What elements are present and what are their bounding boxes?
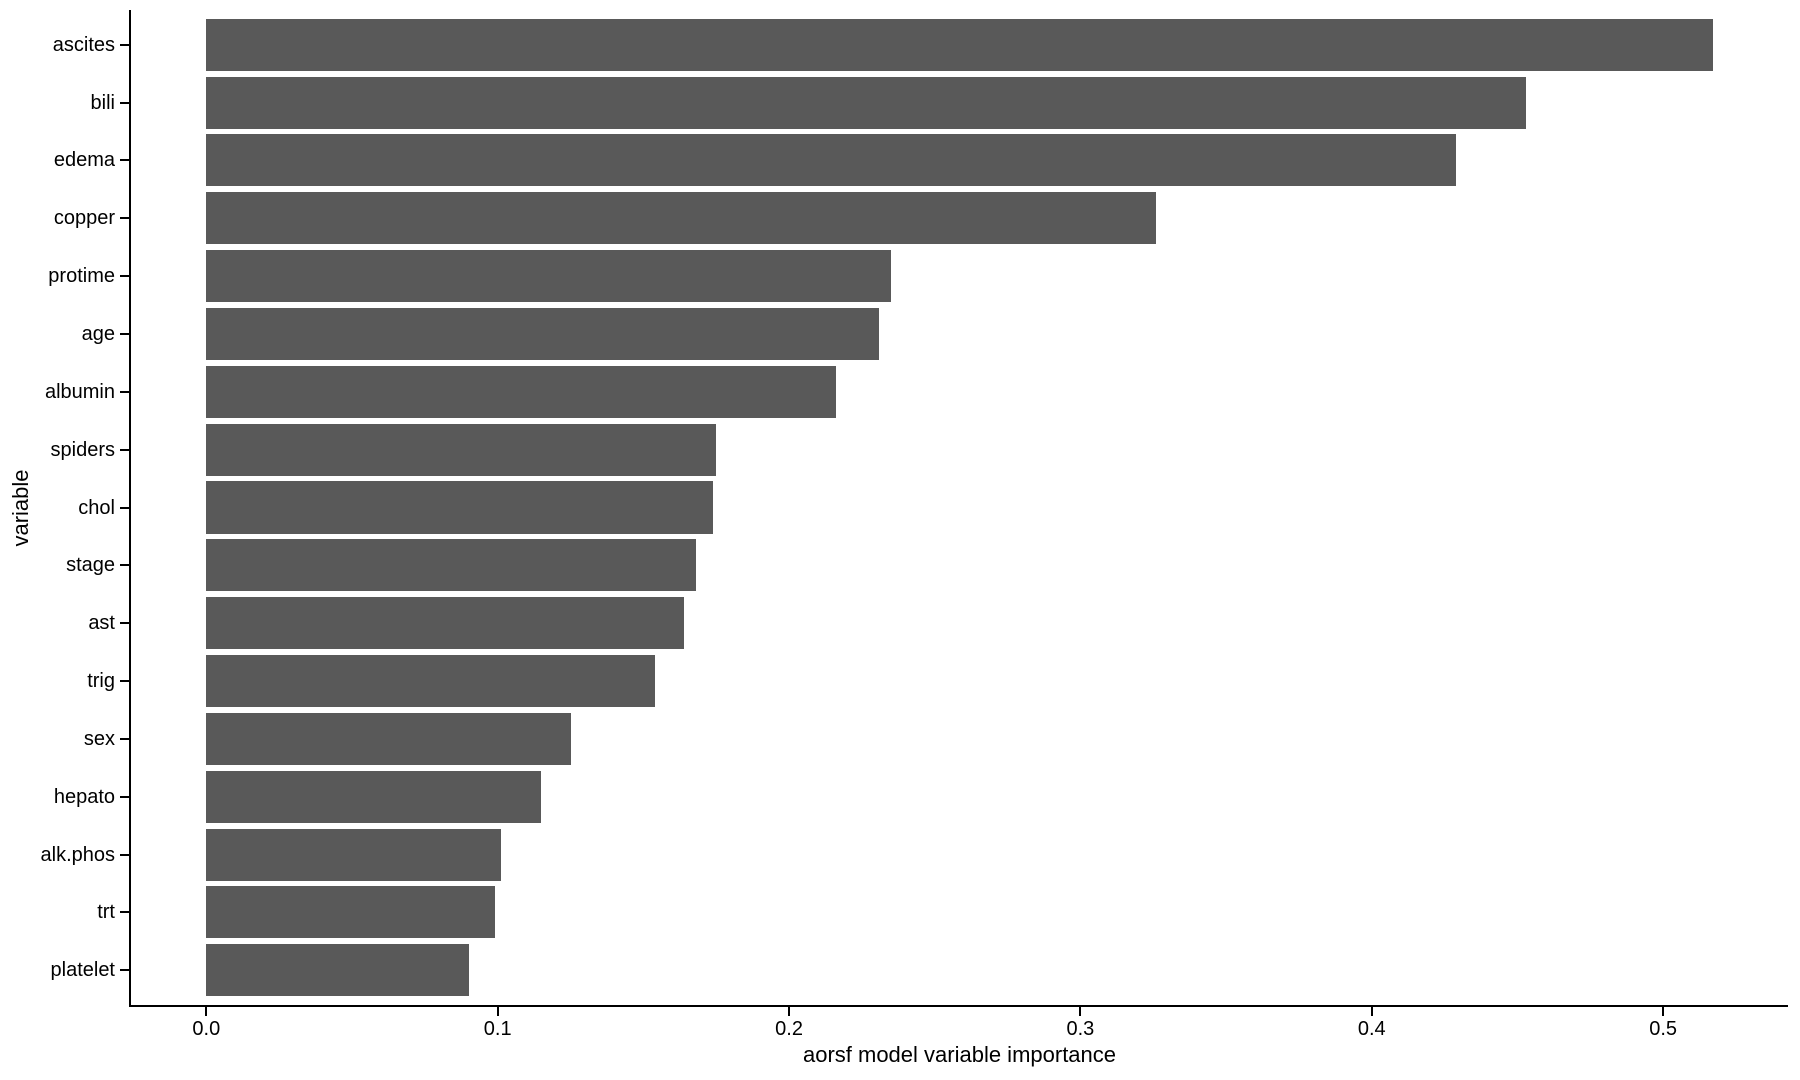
y-axis-tick-labels: ascites bili edema copper protime age albumin s… (0, 10, 116, 1005)
x-axis-title: aorsf model variable importance (802, 1042, 1117, 1067)
y-tick-label-edema: edema (53, 149, 115, 172)
y-tick-mark (120, 680, 129, 683)
y-tick-mark (120, 390, 129, 393)
plot-panel (131, 10, 1788, 1005)
y-tick-label-chol: chol (78, 496, 115, 519)
y-tick-mark (120, 737, 129, 740)
y-tick-mark (120, 43, 129, 46)
bar-trt (206, 886, 495, 939)
x-tick-mark (205, 1007, 208, 1016)
x-tick-mark (1662, 1007, 1665, 1016)
x-tick-mark (1370, 1007, 1373, 1016)
y-tick-label-protime: protime (48, 265, 115, 288)
y-tick-label-trig: trig (87, 670, 115, 693)
x-tick-mark (496, 1007, 499, 1016)
y-tick-label-stage: stage (66, 554, 115, 577)
bar-age (206, 307, 880, 360)
y-tick-label-sex: sex (83, 727, 115, 750)
bar-sex (206, 712, 571, 765)
bar-chol (206, 481, 714, 534)
bar-trig (206, 655, 656, 708)
bar-stage (206, 539, 696, 592)
bar-spiders (206, 423, 717, 476)
x-tick-label-0.2: 0.2 (775, 1018, 803, 1040)
bar-platelet (206, 944, 469, 997)
x-tick-label-0.0: 0.0 (192, 1018, 221, 1040)
y-tick-mark (120, 622, 129, 625)
y-tick-label-age: age (81, 322, 115, 345)
bar-ast (206, 597, 685, 650)
x-tick-mark (1079, 1007, 1082, 1016)
x-tick-label-0.3: 0.3 (1066, 1018, 1095, 1040)
y-tick-mark (120, 911, 129, 914)
bar-hepato (206, 770, 542, 823)
x-axis-tick-area: 0.0 0.1 0.2 0.3 0.4 0.5 (131, 1007, 1788, 1052)
y-tick-mark (120, 564, 129, 567)
bar-copper (206, 192, 1157, 245)
y-tick-label-platelet: platelet (50, 959, 116, 982)
x-tick-label-0.4: 0.4 (1357, 1018, 1386, 1040)
x-tick-label-0.1: 0.1 (483, 1018, 512, 1040)
y-tick-mark (120, 101, 129, 104)
y-tick-label-ascites: ascites (52, 33, 115, 56)
y-tick-label-spiders: spiders (50, 438, 115, 461)
y-tick-label-ast: ast (88, 612, 115, 635)
bar-edema (206, 134, 1457, 187)
y-tick-mark (120, 332, 129, 335)
x-tick-mark (788, 1007, 791, 1016)
y-tick-mark (120, 159, 129, 162)
y-tick-mark (120, 853, 129, 856)
y-tick-label-trt: trt (97, 901, 115, 924)
y-tick-mark (120, 969, 129, 972)
bar-protime (206, 250, 892, 303)
y-tick-mark (120, 448, 129, 451)
x-axis-line (129, 1005, 1788, 1007)
y-tick-mark (120, 217, 129, 220)
y-tick-label-alk.phos: alk.phos (40, 843, 116, 866)
x-tick-label-0.5: 0.5 (1649, 1018, 1678, 1040)
y-tick-label-albumin: albumin (44, 380, 115, 403)
y-tick-mark (120, 506, 129, 509)
y-tick-mark (120, 795, 129, 798)
bar-bili (206, 76, 1527, 129)
y-tick-label-bili: bili (90, 91, 115, 114)
y-axis-line (129, 10, 131, 1007)
y-tick-mark (120, 275, 129, 278)
bar-alk.phos (206, 828, 501, 881)
bar-albumin (206, 365, 836, 418)
y-tick-label-hepato: hepato (53, 785, 115, 808)
y-tick-label-copper: copper (53, 207, 115, 230)
y-axis-tick-marks (120, 10, 129, 1005)
bar-ascites (206, 18, 1713, 71)
